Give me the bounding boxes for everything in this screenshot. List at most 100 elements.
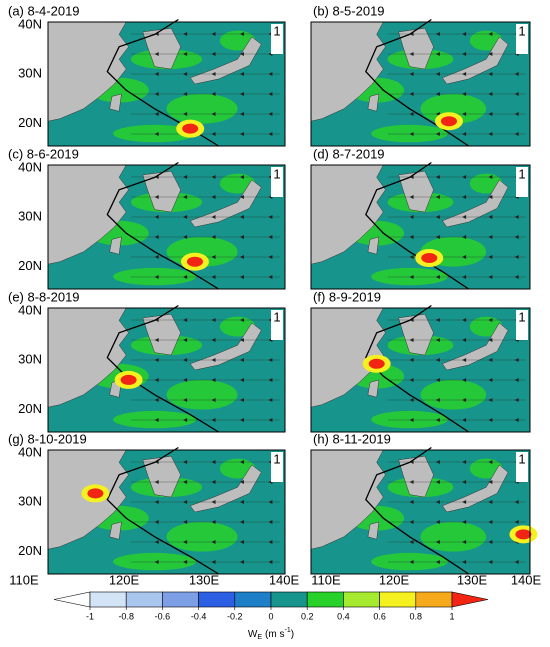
- arrow: [435, 32, 440, 36]
- colorbar-end: [451, 591, 489, 608]
- arrow: [268, 112, 273, 116]
- arrow: [462, 520, 467, 524]
- land: [398, 313, 434, 356]
- arrow: [488, 378, 493, 382]
- storm-core: [515, 529, 532, 540]
- arrow: [183, 480, 188, 484]
- colorbar-box: [343, 591, 380, 608]
- arrow: [239, 318, 244, 322]
- arrow: [268, 500, 273, 504]
- arrow: [462, 318, 467, 322]
- arrow: [462, 132, 467, 136]
- reference-box: [271, 452, 283, 482]
- land: [367, 521, 380, 540]
- land: [47, 164, 129, 265]
- arrow: [183, 72, 188, 76]
- arrow: [514, 520, 519, 524]
- arrow: [239, 460, 244, 464]
- reference-label: 1: [273, 23, 280, 38]
- land: [142, 27, 181, 70]
- arrow: [409, 235, 414, 239]
- arrow: [154, 520, 159, 524]
- arrow: [211, 275, 216, 279]
- map-panel: 1: [47, 304, 286, 433]
- colorbar-tick-label: 0.4: [337, 611, 350, 621]
- arrow: [409, 418, 414, 422]
- reference-box: [271, 167, 283, 197]
- wind-patch: [113, 552, 197, 571]
- reference-label: 1: [518, 451, 525, 466]
- land: [310, 164, 386, 265]
- map-panel: 1: [310, 304, 531, 433]
- arrow: [183, 235, 188, 239]
- arrow: [154, 540, 159, 544]
- reference-box: [516, 24, 528, 54]
- colorbar-box: [198, 591, 236, 608]
- reference-label: 1: [273, 309, 280, 324]
- colorbar-tick-label: -0.4: [191, 611, 207, 621]
- arrow: [435, 52, 440, 56]
- arrow: [239, 520, 244, 524]
- lat-label: 40N: [18, 16, 42, 31]
- land: [142, 455, 181, 498]
- lon-label: 110E: [9, 572, 39, 587]
- storm-core: [182, 123, 199, 134]
- arrow: [514, 215, 519, 219]
- lat-label: 40N: [18, 302, 42, 317]
- typhoon-track: [106, 446, 219, 575]
- reference-label: 1: [518, 23, 525, 38]
- colorbar-tick-label: 0.8: [410, 611, 423, 621]
- arrow: [268, 72, 273, 76]
- arrow: [239, 132, 244, 136]
- wind-patch: [420, 521, 487, 552]
- panel-label: (g) 8-10-2019: [8, 431, 87, 446]
- arrow: [239, 275, 244, 279]
- arrow: [211, 500, 216, 504]
- arrow: [462, 72, 467, 76]
- arrow: [488, 540, 493, 544]
- arrow: [183, 540, 188, 544]
- arrow: [488, 500, 493, 504]
- colorbar-box: [306, 591, 344, 608]
- colorbar-box: [125, 591, 163, 608]
- arrow: [154, 92, 159, 96]
- arrow: [154, 480, 159, 484]
- lat-label: 30N: [18, 66, 42, 81]
- arrow: [239, 72, 244, 76]
- arrow: [488, 52, 493, 56]
- arrow: [183, 398, 188, 402]
- arrow: [183, 560, 188, 564]
- arrow: [154, 358, 159, 362]
- storm-core: [186, 256, 203, 267]
- arrow: [239, 175, 244, 179]
- reference-box: [271, 24, 283, 54]
- panel-label: (c) 8-6-2019: [8, 146, 79, 161]
- arrow: [268, 560, 273, 564]
- arrow: [268, 378, 273, 382]
- land: [367, 236, 380, 255]
- lat-label: 30N: [18, 352, 42, 367]
- lat-label: 30N: [18, 209, 42, 224]
- lat-label: 20N: [18, 401, 42, 416]
- panel-frame: [47, 164, 286, 290]
- map-panel: 1: [310, 161, 531, 290]
- lon-label: 120E: [109, 572, 140, 587]
- colorbar-box: [234, 591, 272, 608]
- arrow: [183, 92, 188, 96]
- arrow: [154, 500, 159, 504]
- reference-box: [516, 167, 528, 197]
- arrow: [211, 52, 216, 56]
- land: [398, 27, 434, 70]
- land: [398, 455, 434, 498]
- arrow: [154, 132, 159, 136]
- arrow: [183, 418, 188, 422]
- arrow: [488, 520, 493, 524]
- arrow: [435, 500, 440, 504]
- arrow: [514, 398, 519, 402]
- lat-label: 20N: [18, 543, 42, 558]
- arrow: [211, 195, 216, 199]
- colorbar-box: [162, 591, 199, 608]
- arrow: [183, 500, 188, 504]
- colorbar-title: WE (m s-1): [248, 627, 294, 641]
